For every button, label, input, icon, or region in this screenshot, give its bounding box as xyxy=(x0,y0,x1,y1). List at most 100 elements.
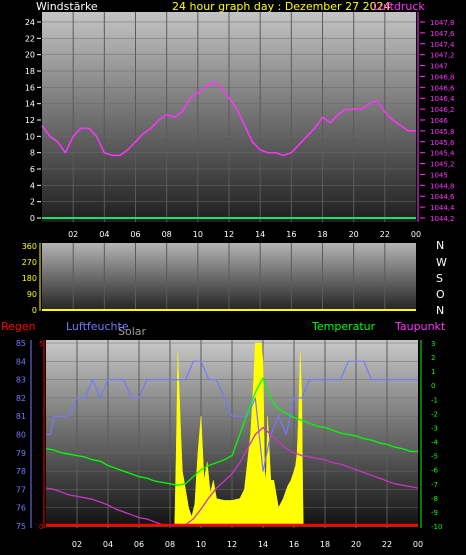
humidity-tick-79: 79 xyxy=(16,449,26,458)
weather-x-tick-06-2: 06 xyxy=(134,540,144,549)
rain-tick-5: 5 xyxy=(39,340,43,348)
compass-label-w: W xyxy=(436,256,447,269)
wind-tick-2: 2 xyxy=(30,198,35,207)
weather-x-tick-14-6: 14 xyxy=(258,540,268,549)
humidity-tick-81: 81 xyxy=(16,412,26,421)
wind-x-tick-04-1: 04 xyxy=(99,230,109,239)
wind-tick-12: 12 xyxy=(25,116,35,125)
humidity-line xyxy=(46,360,418,472)
wind-x-tick-16-7: 16 xyxy=(286,230,296,239)
pressure-tick-1045-2: 1045,2 xyxy=(430,161,455,169)
wind-x-tick-08-3: 08 xyxy=(162,230,172,239)
pressure-tick-1046-6: 1046,6 xyxy=(430,84,455,92)
temperature-tick-0: 0 xyxy=(431,382,435,390)
humidity-tick-84: 84 xyxy=(16,357,26,366)
pressure-tick-1045: 1045 xyxy=(430,171,448,179)
humidity-tick-85: 85 xyxy=(16,339,26,348)
humidity-tick-77: 77 xyxy=(16,485,26,494)
wind-x-tick-20-9: 20 xyxy=(349,230,359,239)
pressure-tick-1046-2: 1046,2 xyxy=(430,106,455,114)
temperature-tick--4: -4 xyxy=(431,439,439,447)
weather-x-tick-10-4: 10 xyxy=(196,540,206,549)
temperature-tick--8: -8 xyxy=(431,495,438,503)
wind-tick-6: 6 xyxy=(30,165,35,174)
wind-x-tick-18-8: 18 xyxy=(317,230,327,239)
temperature-line xyxy=(45,377,418,486)
compass-label-o: O xyxy=(436,288,445,301)
wind-tick-0: 0 xyxy=(30,214,35,223)
humidity-tick-78: 78 xyxy=(16,467,26,476)
humidity-tick-82: 82 xyxy=(16,394,26,403)
rain-axis-title: Regen xyxy=(1,320,36,333)
pressure-tick-1046-4: 1046,4 xyxy=(430,95,455,103)
wind-axis-title: Windstärke xyxy=(36,0,98,13)
temperature-tick--5: -5 xyxy=(431,453,438,461)
compass-label-s: S xyxy=(436,272,443,285)
wind-tick-10: 10 xyxy=(25,132,35,141)
pressure-tick-1046-8: 1046,8 xyxy=(430,73,455,81)
weather-x-tick-02-0: 02 xyxy=(72,540,82,549)
weather-x-tick-08-3: 08 xyxy=(165,540,175,549)
weather-x-tick-18-8: 18 xyxy=(320,540,330,549)
wind-tick-22: 22 xyxy=(25,34,35,43)
wind-x-tick-02-0: 02 xyxy=(68,230,78,239)
pressure-tick-1044-6: 1044,6 xyxy=(430,193,455,201)
pressure-tick-1044-4: 1044,4 xyxy=(430,204,455,212)
temperature-tick--3: -3 xyxy=(431,424,438,432)
compass-label-n-top: N xyxy=(436,239,445,252)
solar-label: Solar xyxy=(118,325,147,338)
weather-x-tick-12-5: 12 xyxy=(227,540,237,549)
wind-x-tick-06-2: 06 xyxy=(130,230,140,239)
pressure-tick-1047-2: 1047,2 xyxy=(430,52,455,60)
temperature-tick--2: -2 xyxy=(431,410,438,418)
rain-tick-0: 0 xyxy=(39,523,43,531)
wind-x-tick-22-10: 22 xyxy=(380,230,390,239)
pressure-tick-1047-6: 1047,6 xyxy=(430,30,455,38)
temperature-tick-2: 2 xyxy=(431,354,435,362)
wind-tick-24: 24 xyxy=(25,18,35,27)
dewpoint-line xyxy=(45,426,419,527)
temperature-tick--6: -6 xyxy=(431,467,439,475)
pressure-tick-1045-8: 1045,8 xyxy=(430,128,455,136)
wind-x-tick-00-11: 00 xyxy=(411,230,421,239)
pressure-axis-title: Luftdruck xyxy=(373,0,425,13)
pressure-tick-1044-8: 1044,8 xyxy=(430,182,455,190)
wind-tick-4: 4 xyxy=(30,181,35,190)
chart-title: 24 hour graph day : Dezember 27 2024 xyxy=(172,0,391,13)
dewpoint-axis-title: Taupunkt xyxy=(395,320,446,333)
temperature-tick-3: 3 xyxy=(431,340,435,348)
temperature-axis-title: Temperatur xyxy=(312,320,376,333)
direction-tick-90: 90 xyxy=(27,290,37,299)
weather-x-tick-20-9: 20 xyxy=(351,540,361,549)
solar-area xyxy=(46,342,418,527)
direction-tick-360: 360 xyxy=(22,242,37,251)
wind-x-tick-12-5: 12 xyxy=(224,230,234,239)
wind-tick-18: 18 xyxy=(25,67,35,76)
direction-tick-180: 180 xyxy=(22,274,37,283)
weather-x-tick-22-10: 22 xyxy=(382,540,392,549)
wind-x-tick-14-6: 14 xyxy=(255,230,265,239)
pressure-tick-1045-4: 1045,4 xyxy=(430,150,455,158)
wind-tick-8: 8 xyxy=(30,149,35,158)
pressure-tick-1044-2: 1044,2 xyxy=(430,215,455,223)
pressure-tick-1047-4: 1047,4 xyxy=(430,41,455,49)
wind-tick-14: 14 xyxy=(25,100,35,109)
temperature-tick--7: -7 xyxy=(431,481,438,489)
humidity-tick-75: 75 xyxy=(16,522,26,531)
pressure-line xyxy=(41,81,416,157)
humidity-tick-76: 76 xyxy=(16,504,26,513)
wind-tick-16: 16 xyxy=(25,83,35,92)
pressure-tick-1045-6: 1045,6 xyxy=(430,139,455,147)
pressure-tick-1047-8: 1047,8 xyxy=(430,19,455,27)
temperature-tick--9: -9 xyxy=(431,509,438,517)
wind-tick-20: 20 xyxy=(25,51,35,60)
temperature-tick--10: -10 xyxy=(431,523,442,531)
weather-x-tick-16-7: 16 xyxy=(289,540,299,549)
compass-label-n-bottom: N xyxy=(436,304,445,317)
temperature-tick--1: -1 xyxy=(431,396,438,404)
weather-x-tick-04-1: 04 xyxy=(103,540,113,549)
weather-x-tick-00-11: 00 xyxy=(413,540,423,549)
direction-tick-270: 270 xyxy=(22,258,37,267)
humidity-axis-title: Luftfeuchte xyxy=(66,320,129,333)
